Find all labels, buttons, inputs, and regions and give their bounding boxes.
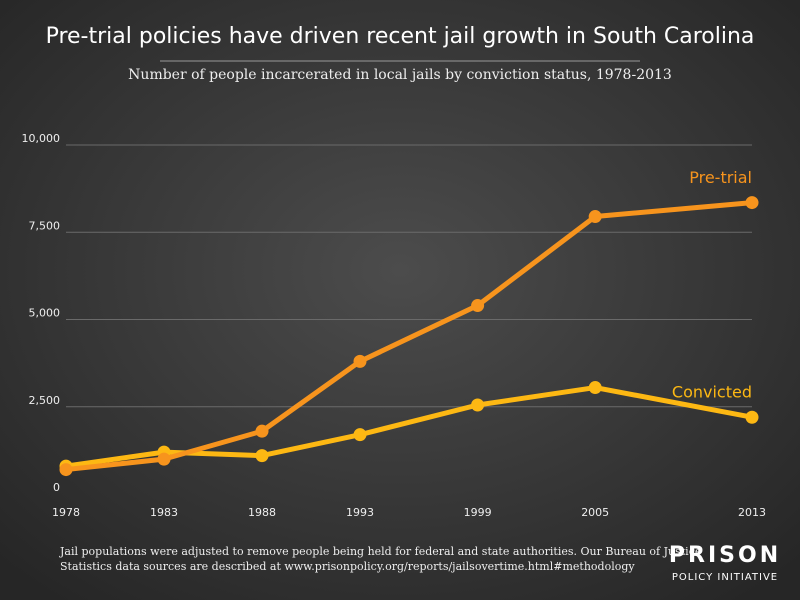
series-label: Pre-trial — [689, 168, 752, 187]
data-point — [255, 449, 269, 463]
data-point — [353, 428, 367, 442]
y-tick-label: 2,500 — [29, 394, 61, 407]
x-tick-label: 1999 — [464, 506, 492, 519]
chart-title: Pre-trial policies have driven recent ja… — [46, 24, 755, 49]
y-tick-label: 7,500 — [29, 219, 61, 232]
x-tick-label: 1983 — [150, 506, 178, 519]
x-tick-label: 1993 — [346, 506, 374, 519]
data-point — [745, 196, 759, 210]
data-point — [157, 452, 171, 466]
x-tick-label: 2005 — [581, 506, 609, 519]
y-tick-label: 5,000 — [29, 307, 61, 320]
data-point — [588, 381, 602, 395]
footnote: Jail populations were adjusted to remove… — [59, 545, 701, 558]
footnote: Statistics data sources are described at… — [60, 560, 635, 573]
data-point — [255, 424, 269, 438]
x-tick-label: 1988 — [248, 506, 276, 519]
y-tick-label: 10,000 — [22, 132, 61, 145]
x-tick-label: 1978 — [52, 506, 80, 519]
data-point — [353, 354, 367, 368]
data-point — [588, 210, 602, 224]
chart-subtitle: Number of people incarcerated in local j… — [128, 67, 672, 83]
data-point — [471, 299, 485, 313]
logo: POLICY INITIATIVE — [672, 572, 778, 583]
series-label: Convicted — [672, 383, 752, 402]
data-point — [745, 410, 759, 424]
y-tick-label: 0 — [53, 481, 60, 494]
data-point — [59, 463, 73, 477]
data-point — [471, 398, 485, 412]
logo: PRISON — [669, 543, 781, 568]
x-tick-label: 2013 — [738, 506, 766, 519]
